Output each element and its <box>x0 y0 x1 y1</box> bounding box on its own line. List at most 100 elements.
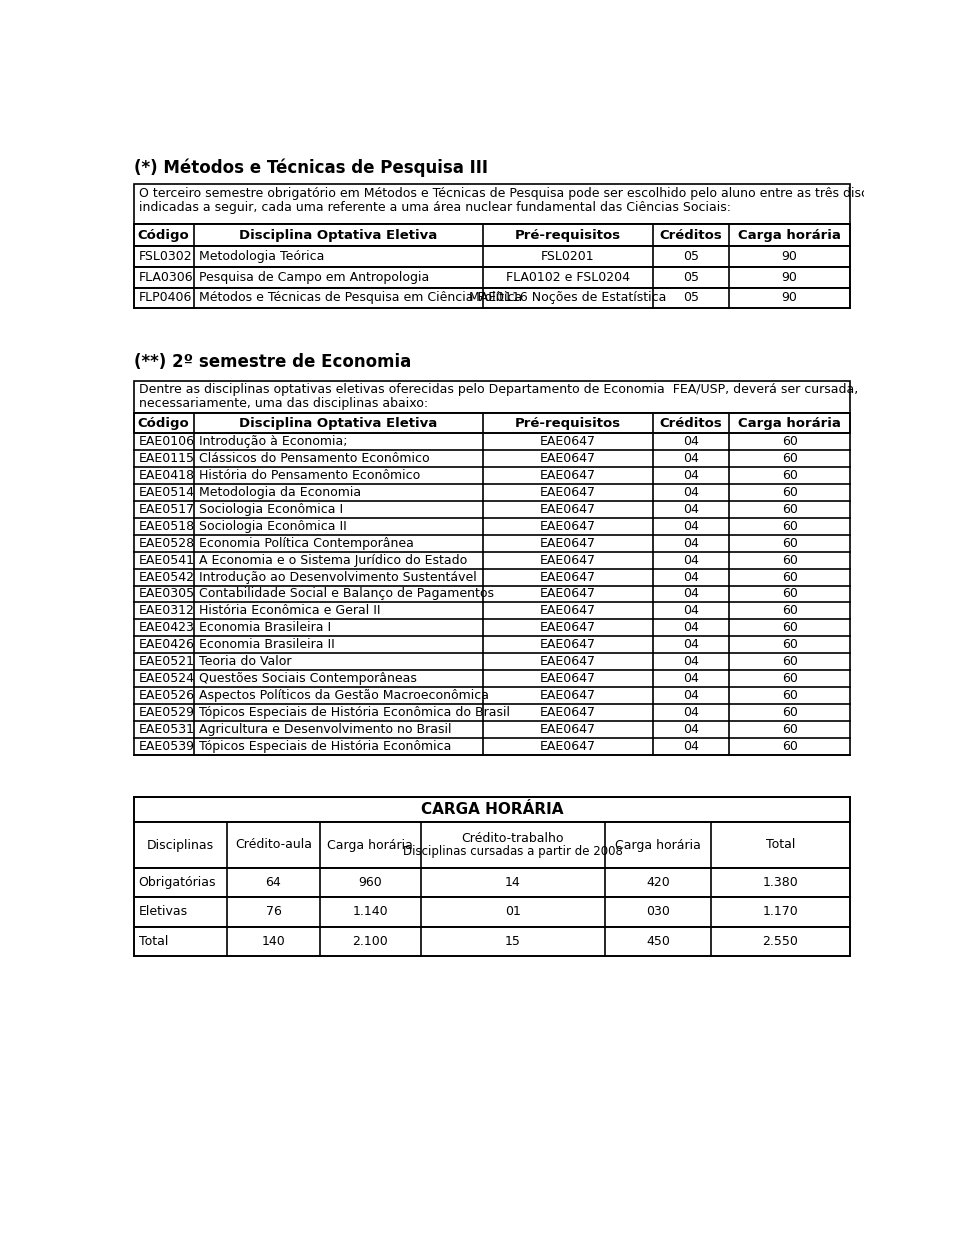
Text: FSL0201: FSL0201 <box>541 249 595 263</box>
Text: EAE0647: EAE0647 <box>540 638 596 652</box>
Text: 05: 05 <box>684 271 699 284</box>
Text: 90: 90 <box>781 292 798 304</box>
Bar <box>134 288 850 308</box>
Text: 60: 60 <box>781 724 798 736</box>
Text: Eletivas: Eletivas <box>138 906 188 918</box>
Bar <box>134 927 850 956</box>
Text: EAE0647: EAE0647 <box>540 553 596 567</box>
Text: EAE0531: EAE0531 <box>138 724 195 736</box>
Text: Carga horária: Carga horária <box>327 839 413 851</box>
Text: 04: 04 <box>684 740 699 753</box>
Text: 04: 04 <box>684 622 699 634</box>
Text: EAE0418: EAE0418 <box>138 469 195 482</box>
Text: 60: 60 <box>781 503 798 516</box>
Text: 04: 04 <box>684 689 699 702</box>
Text: 04: 04 <box>684 638 699 652</box>
Text: Total: Total <box>138 934 168 948</box>
Text: 60: 60 <box>781 469 798 482</box>
Text: Disciplinas cursadas a partir de 2008: Disciplinas cursadas a partir de 2008 <box>403 845 623 859</box>
Text: Carga horária: Carga horária <box>738 417 841 429</box>
Text: 1.380: 1.380 <box>762 876 798 890</box>
Text: 04: 04 <box>684 655 699 668</box>
Text: EAE0647: EAE0647 <box>540 706 596 719</box>
Text: 04: 04 <box>684 469 699 482</box>
Text: EAE0647: EAE0647 <box>540 571 596 583</box>
Text: Código: Código <box>137 417 189 429</box>
Text: História Econômica e Geral II: História Econômica e Geral II <box>199 604 380 618</box>
Text: 60: 60 <box>781 452 798 465</box>
Text: 64: 64 <box>266 876 281 890</box>
Text: MAE0116 Noções de Estatística: MAE0116 Noções de Estatística <box>469 292 666 304</box>
Text: 2.100: 2.100 <box>352 934 388 948</box>
Text: Disciplinas: Disciplinas <box>147 839 214 851</box>
Text: FLA0306: FLA0306 <box>138 271 193 284</box>
Text: EAE0115: EAE0115 <box>138 452 195 465</box>
Text: 05: 05 <box>684 249 699 263</box>
Text: Economia Brasileira II: Economia Brasileira II <box>199 638 335 652</box>
Text: 04: 04 <box>684 587 699 601</box>
Text: Código: Código <box>137 228 189 242</box>
Text: (*) Métodos e Técnicas de Pesquisa III: (*) Métodos e Técnicas de Pesquisa III <box>134 158 488 176</box>
Text: EAE0647: EAE0647 <box>540 485 596 499</box>
Text: Sociologia Econômica I: Sociologia Econômica I <box>199 503 343 516</box>
Text: 90: 90 <box>781 271 798 284</box>
Text: Economia Brasileira I: Economia Brasileira I <box>199 622 331 634</box>
Text: 60: 60 <box>781 587 798 601</box>
Text: 04: 04 <box>684 485 699 499</box>
Text: 04: 04 <box>684 452 699 465</box>
Text: 60: 60 <box>781 436 798 448</box>
Text: EAE0647: EAE0647 <box>540 604 596 618</box>
Text: 76: 76 <box>266 906 281 918</box>
Bar <box>134 797 850 822</box>
Text: Crédito-aula: Crédito-aula <box>235 839 312 851</box>
Text: Pré-requisitos: Pré-requisitos <box>515 417 621 429</box>
Text: 450: 450 <box>646 934 670 948</box>
Text: Economia Política Contemporânea: Economia Política Contemporânea <box>199 536 414 550</box>
Text: 60: 60 <box>781 706 798 719</box>
Text: 60: 60 <box>781 520 798 532</box>
Text: Agricultura e Desenvolvimento no Brasil: Agricultura e Desenvolvimento no Brasil <box>199 724 451 736</box>
Text: EAE0647: EAE0647 <box>540 452 596 465</box>
Text: 60: 60 <box>781 571 798 583</box>
Text: Disciplina Optativa Eletiva: Disciplina Optativa Eletiva <box>239 228 438 242</box>
Text: Carga horária: Carga horária <box>615 839 701 851</box>
Text: Créditos: Créditos <box>660 417 723 429</box>
Text: EAE0305: EAE0305 <box>138 587 195 601</box>
Text: EAE0647: EAE0647 <box>540 673 596 685</box>
Text: 60: 60 <box>781 673 798 685</box>
Text: 60: 60 <box>781 638 798 652</box>
Text: Total: Total <box>766 839 795 851</box>
Text: EAE0647: EAE0647 <box>540 689 596 702</box>
Bar <box>134 381 850 413</box>
Text: Questões Sociais Contemporâneas: Questões Sociais Contemporâneas <box>199 673 417 685</box>
Text: Obrigatórias: Obrigatórias <box>138 876 216 890</box>
Text: EAE0539: EAE0539 <box>138 740 195 753</box>
Bar <box>134 267 850 288</box>
Bar <box>134 869 850 897</box>
Text: 60: 60 <box>781 622 798 634</box>
Text: 04: 04 <box>684 673 699 685</box>
Text: EAE0426: EAE0426 <box>138 638 195 652</box>
Text: Carga horária: Carga horária <box>738 228 841 242</box>
Text: Metodologia Teórica: Metodologia Teórica <box>199 249 324 263</box>
Bar <box>134 822 850 869</box>
Text: EAE0521: EAE0521 <box>138 655 195 668</box>
Text: 05: 05 <box>684 292 699 304</box>
Text: EAE0106: EAE0106 <box>138 436 195 448</box>
Text: FLA0102 e FSL0204: FLA0102 e FSL0204 <box>506 271 630 284</box>
Text: Teoria do Valor: Teoria do Valor <box>199 655 292 668</box>
Text: 04: 04 <box>684 724 699 736</box>
Text: Metodologia da Economia: Metodologia da Economia <box>199 485 361 499</box>
Text: EAE0541: EAE0541 <box>138 553 195 567</box>
Text: EAE0524: EAE0524 <box>138 673 195 685</box>
Text: EAE0529: EAE0529 <box>138 706 195 719</box>
Text: 60: 60 <box>781 604 798 618</box>
Text: EAE0518: EAE0518 <box>138 520 195 532</box>
Bar <box>134 246 850 267</box>
Text: Métodos e Técnicas de Pesquisa em Ciência Política: Métodos e Técnicas de Pesquisa em Ciênci… <box>199 292 522 304</box>
Text: Dentre as disciplinas optativas eletivas oferecidas pelo Departamento de Economi: Dentre as disciplinas optativas eletivas… <box>138 382 858 396</box>
Text: Clássicos do Pensamento Econômico: Clássicos do Pensamento Econômico <box>199 452 430 465</box>
Text: necessariamente, uma das disciplinas abaixo:: necessariamente, uma das disciplinas aba… <box>138 397 428 410</box>
Text: 01: 01 <box>505 906 521 918</box>
Text: EAE0647: EAE0647 <box>540 536 596 550</box>
